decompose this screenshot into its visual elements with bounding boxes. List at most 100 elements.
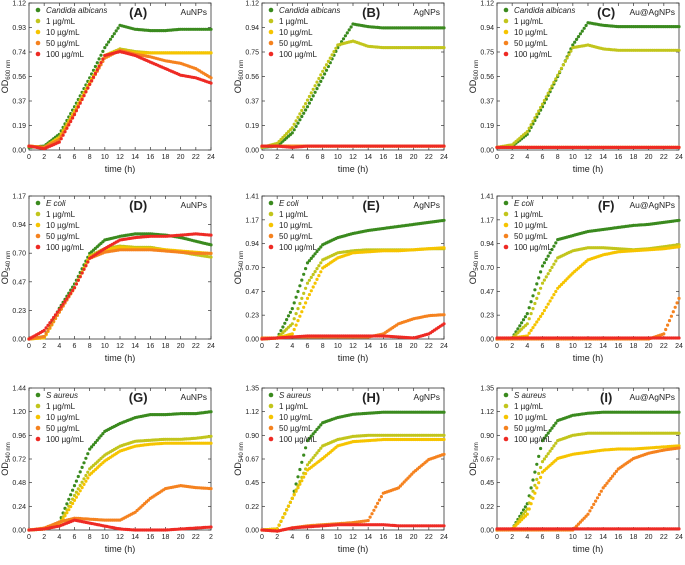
x-tick-label: 20 — [410, 154, 418, 161]
x-tick-label: 10 — [334, 534, 342, 541]
data-point — [535, 113, 538, 116]
y-tick-label: 1.35 — [480, 386, 494, 393]
x-tick-label: 18 — [395, 343, 403, 350]
y-axis-label-main: OD — [233, 462, 243, 476]
x-tick-label: 8 — [321, 534, 325, 541]
x-tick-label: 14 — [599, 154, 607, 161]
y-axis-label-subscript: 540 nm — [6, 251, 12, 271]
data-point — [672, 310, 675, 313]
data-point — [537, 481, 540, 484]
x-axis-label: time (h) — [573, 353, 604, 363]
y-tick-label: 0.70 — [480, 265, 494, 272]
data-point — [539, 287, 542, 290]
data-point — [84, 90, 87, 93]
data-point — [550, 447, 553, 450]
legend-label: 50 µg/mL — [279, 232, 313, 241]
data-point — [537, 109, 540, 112]
legend-marker — [269, 426, 274, 431]
data-point — [63, 514, 66, 517]
legend-label: 50 µg/mL — [46, 232, 80, 241]
y-tick-label: 1.41 — [480, 194, 494, 201]
data-point — [319, 73, 322, 76]
x-tick-label: 16 — [614, 343, 622, 350]
x-tick-label: 8 — [88, 343, 92, 350]
data-point — [295, 119, 298, 122]
data-point — [677, 245, 680, 248]
data-point — [71, 116, 74, 119]
x-tick-label: 22 — [192, 154, 200, 161]
data-point — [54, 313, 57, 316]
data-point — [304, 267, 307, 270]
data-point — [442, 322, 445, 325]
y-tick-label: 1.12 — [245, 1, 259, 8]
data-point — [99, 61, 102, 64]
y-tick-label: 0.90 — [480, 433, 494, 440]
data-point — [677, 411, 680, 414]
data-point — [522, 318, 525, 321]
data-point — [308, 95, 311, 98]
data-point — [442, 438, 445, 441]
data-point — [300, 479, 303, 482]
data-point — [304, 102, 307, 105]
data-point — [298, 302, 301, 305]
data-point — [77, 475, 80, 478]
data-point — [575, 38, 578, 41]
data-point — [535, 486, 538, 489]
data-point — [537, 455, 540, 458]
legend-label: S aureus — [46, 391, 78, 400]
x-tick-label: 24 — [440, 534, 448, 541]
legend-marker — [504, 8, 509, 13]
data-point — [209, 442, 212, 445]
data-point — [554, 77, 557, 80]
y-tick-label: 0.47 — [480, 289, 494, 296]
x-tick-label: 8 — [556, 343, 560, 350]
data-point — [369, 516, 372, 519]
data-point — [554, 241, 557, 244]
x-tick-label: 18 — [162, 534, 170, 541]
x-tick-label: 0 — [495, 343, 499, 350]
x-tick-label: 4 — [290, 154, 294, 161]
data-point — [107, 40, 110, 43]
y-tick-label: 1.12 — [480, 409, 494, 416]
y-tick-label: 0.37 — [480, 99, 494, 106]
x-tick-label: 22 — [425, 534, 433, 541]
data-point — [552, 245, 555, 248]
x-tick-label: 0 — [495, 534, 499, 541]
data-point — [302, 273, 305, 276]
y-axis-label-subscript: 600 nm — [474, 60, 480, 80]
x-tick-label: 14 — [364, 343, 372, 350]
data-point — [531, 120, 534, 123]
data-point — [545, 275, 548, 278]
data-point — [209, 435, 212, 438]
x-tick-label: 10 — [101, 343, 109, 350]
data-point — [533, 492, 536, 495]
x-tick-label: 0 — [27, 534, 31, 541]
data-point — [545, 306, 548, 309]
data-point — [530, 123, 533, 126]
data-point — [531, 478, 534, 481]
data-point — [69, 493, 72, 496]
data-point — [296, 290, 299, 293]
x-tick-label: 12 — [349, 343, 357, 350]
y-tick-label: 0.94 — [245, 241, 259, 248]
x-tick-label: 14 — [131, 154, 139, 161]
legend-label: 1 µg/mL — [46, 210, 76, 219]
x-tick-label: 20 — [410, 534, 418, 541]
legend-marker — [36, 404, 41, 409]
legend-label: 50 µg/mL — [279, 424, 313, 433]
data-point — [60, 137, 63, 140]
x-tick-label: 0 — [260, 343, 264, 350]
legend-marker — [504, 245, 509, 250]
data-point — [537, 318, 540, 321]
data-point — [99, 54, 102, 57]
series-c10 — [260, 438, 445, 532]
x-tick-label: 6 — [541, 343, 545, 350]
y-axis-label-main: OD — [468, 79, 478, 93]
data-point — [541, 312, 544, 315]
y-tick-label: 1.12 — [480, 1, 494, 8]
x-tick-label: 10 — [334, 343, 342, 350]
data-point — [539, 447, 542, 450]
data-point — [541, 282, 544, 285]
